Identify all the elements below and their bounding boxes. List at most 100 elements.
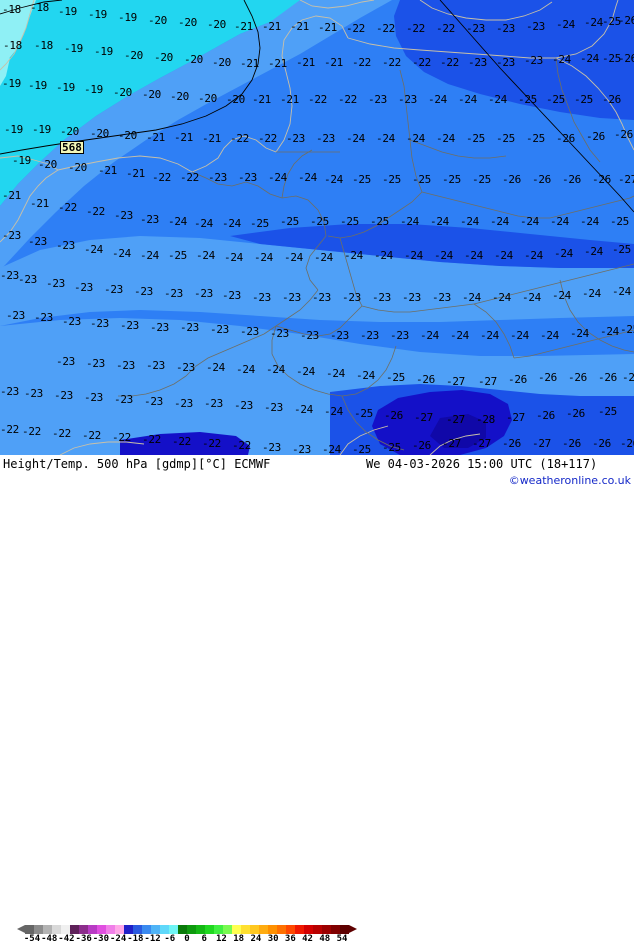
colorbar-segment: [169, 925, 178, 934]
temperature-label: -23: [372, 291, 391, 304]
temperature-label: -23: [286, 132, 305, 145]
temperature-label: -23: [28, 235, 47, 248]
temperature-label: -23: [398, 93, 417, 106]
temperature-label: -20: [90, 127, 109, 140]
colorbar-tick: 0: [184, 934, 190, 944]
temperature-label: -19: [94, 45, 113, 58]
temperature-label: -23: [164, 287, 183, 300]
temperature-label: -23: [368, 93, 387, 106]
temperature-label: -24: [406, 132, 425, 145]
colorbar-tick: -24: [109, 934, 127, 944]
temperature-label: -23: [18, 273, 37, 286]
temperature-label: -20: [38, 158, 57, 171]
temperature-label: -26: [412, 439, 431, 452]
temperature-label: -22: [142, 433, 161, 446]
temperature-label: -23: [144, 395, 163, 408]
temperature-label: -23: [208, 171, 227, 184]
colorbar-tick: 30: [267, 934, 279, 944]
temperature-label: -26: [618, 52, 634, 65]
colorbar-segment: [340, 925, 349, 934]
temperature-label: -24: [194, 217, 213, 230]
temperature-label: -23: [56, 239, 75, 252]
temperature-label: -19: [64, 42, 83, 55]
temperature-label: -21: [262, 20, 281, 33]
temperature-label: -23: [300, 329, 319, 342]
temperature-label: -25: [382, 173, 401, 186]
temperature-label: -25: [280, 215, 299, 228]
temperature-label: -24: [284, 251, 303, 264]
temperature-label: -23: [114, 209, 133, 222]
temperature-label: -23: [150, 321, 169, 334]
temperature-label: -19: [56, 81, 75, 94]
temperature-label: -24: [612, 285, 631, 298]
colorbar-segment: [250, 925, 259, 934]
temperature-label: -24: [266, 363, 285, 376]
colorbar: [17, 925, 357, 934]
temperature-label: -24: [140, 249, 159, 262]
temperature-label: -22: [58, 201, 77, 214]
temperature-label: -21: [280, 93, 299, 106]
temp-band-lightcyan-sliver: [0, 58, 10, 86]
temperature-label: -23: [180, 321, 199, 334]
temperature-label: -23: [270, 327, 289, 340]
temperature-label: -22: [308, 93, 327, 106]
colorbar-segment: [88, 925, 97, 934]
temperature-label: -20: [124, 49, 143, 62]
temperature-label: -24: [322, 443, 341, 455]
temperature-label: -27: [532, 437, 551, 450]
colorbar-segment: [52, 925, 61, 934]
temperature-label: -26: [598, 371, 617, 384]
temperature-label: -24: [580, 52, 599, 65]
temperature-label: -24: [580, 215, 599, 228]
temperature-label: -26: [622, 371, 634, 384]
colorbar-tick: 36: [284, 934, 296, 944]
temperature-label: -24: [490, 215, 509, 228]
temperature-label: -23: [330, 329, 349, 342]
temperature-label: -22: [0, 423, 19, 436]
temperature-label: -24: [464, 249, 483, 262]
temperature-label: -24: [570, 327, 589, 340]
temperature-label: -21: [252, 93, 271, 106]
footer-bar: Height/Temp. 500 hPa [gdmp][°C] ECMWF We…: [0, 455, 634, 944]
temperature-label: -22: [52, 427, 71, 440]
chart-title: Height/Temp. 500 hPa [gdmp][°C] ECMWF: [3, 457, 271, 471]
colorbar-arrow-right-icon: [349, 925, 357, 933]
temperature-label: -20: [226, 93, 245, 106]
temperature-label: -20: [118, 129, 137, 142]
map-canvas[interactable]: -18 -18 -19 -19 -19 -20 -20 -20 -21 -21 -21 -21 -22-…: [0, 0, 634, 455]
temperature-label: -27: [506, 411, 525, 424]
temperature-label: -23: [390, 329, 409, 342]
temperature-label: -24: [420, 329, 439, 342]
temperature-label: -24: [436, 132, 455, 145]
temperature-label: -20: [68, 161, 87, 174]
colorbar-segment: [322, 925, 331, 934]
temperature-label: -23: [116, 359, 135, 372]
temperature-label: -24: [222, 217, 241, 230]
temperature-label: -21: [296, 56, 315, 69]
temperature-label: -26: [556, 132, 575, 145]
temperature-label: -24: [112, 247, 131, 260]
temperature-label: -24: [494, 249, 513, 262]
temperature-label: -21: [234, 20, 253, 33]
temperature-label: -22: [352, 56, 371, 69]
temperature-label: -24: [196, 249, 215, 262]
colorbar-segment: [124, 925, 133, 934]
colorbar-segment: [115, 925, 124, 934]
temperature-label: -22: [376, 22, 395, 35]
temperature-label: -22: [22, 425, 41, 438]
temperature-label: -25: [168, 249, 187, 262]
temperature-label: -23: [204, 397, 223, 410]
temperature-label: -19: [118, 11, 137, 24]
temperature-label: -23: [238, 171, 257, 184]
temperature-label: -22: [232, 439, 251, 452]
colorbar-tick: -42: [58, 934, 75, 944]
colorbar-segment: [223, 925, 232, 934]
temperature-label: -25: [352, 443, 371, 455]
colorbar-segment: [151, 925, 160, 934]
temperature-label: -23: [194, 287, 213, 300]
temperature-label: -24: [168, 215, 187, 228]
temperature-label: -25: [386, 371, 405, 384]
temperature-label: -24: [450, 329, 469, 342]
temperature-label: -23: [282, 291, 301, 304]
colorbar-segment: [34, 925, 43, 934]
